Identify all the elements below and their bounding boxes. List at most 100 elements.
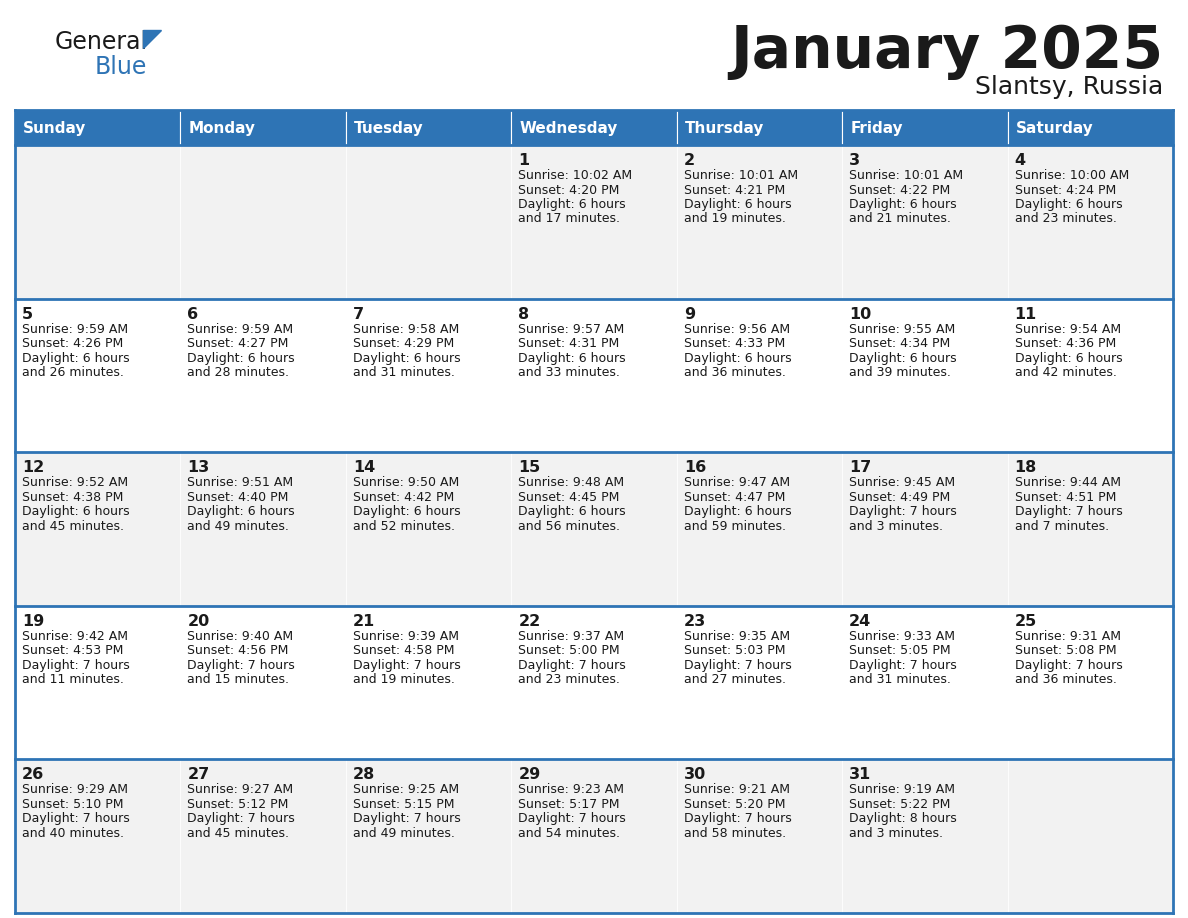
- Bar: [511, 110, 677, 145]
- Text: Sunrise: 9:25 AM: Sunrise: 9:25 AM: [353, 783, 459, 797]
- Text: Daylight: 6 hours: Daylight: 6 hours: [518, 352, 626, 364]
- Text: Daylight: 7 hours: Daylight: 7 hours: [188, 812, 295, 825]
- Text: and 56 minutes.: and 56 minutes.: [518, 520, 620, 532]
- Bar: [511, 298, 677, 453]
- Text: 10: 10: [849, 307, 871, 321]
- Text: Sunset: 5:05 PM: Sunset: 5:05 PM: [849, 644, 950, 657]
- Text: Sunset: 4:49 PM: Sunset: 4:49 PM: [849, 491, 950, 504]
- Bar: [181, 145, 346, 298]
- Text: Sunrise: 9:52 AM: Sunrise: 9:52 AM: [23, 476, 128, 489]
- Text: Sunrise: 9:48 AM: Sunrise: 9:48 AM: [518, 476, 625, 489]
- Bar: [677, 298, 842, 453]
- Text: and 52 minutes.: and 52 minutes.: [353, 520, 455, 532]
- Text: Daylight: 7 hours: Daylight: 7 hours: [849, 659, 956, 672]
- Text: and 26 minutes.: and 26 minutes.: [23, 366, 124, 379]
- Text: and 42 minutes.: and 42 minutes.: [1015, 366, 1117, 379]
- Text: and 31 minutes.: and 31 minutes.: [353, 366, 455, 379]
- Text: Sunrise: 9:21 AM: Sunrise: 9:21 AM: [684, 783, 790, 797]
- Text: and 49 minutes.: and 49 minutes.: [353, 827, 455, 840]
- Text: Daylight: 7 hours: Daylight: 7 hours: [684, 812, 791, 825]
- Text: Sunrise: 10:00 AM: Sunrise: 10:00 AM: [1015, 169, 1129, 182]
- Bar: [842, 606, 1007, 759]
- Bar: [1007, 453, 1173, 606]
- Bar: [1007, 606, 1173, 759]
- Text: Monday: Monday: [189, 121, 255, 136]
- Text: 12: 12: [23, 460, 44, 476]
- Text: and 36 minutes.: and 36 minutes.: [1015, 673, 1117, 687]
- Text: and 3 minutes.: and 3 minutes.: [849, 520, 943, 532]
- Text: 1: 1: [518, 153, 530, 168]
- Text: Daylight: 6 hours: Daylight: 6 hours: [23, 505, 129, 518]
- Text: and 33 minutes.: and 33 minutes.: [518, 366, 620, 379]
- Text: and 31 minutes.: and 31 minutes.: [849, 673, 952, 687]
- Text: Daylight: 7 hours: Daylight: 7 hours: [353, 812, 461, 825]
- Bar: [511, 145, 677, 298]
- Text: 14: 14: [353, 460, 375, 476]
- Text: and 45 minutes.: and 45 minutes.: [23, 520, 124, 532]
- Text: Sunrise: 9:47 AM: Sunrise: 9:47 AM: [684, 476, 790, 489]
- Bar: [842, 298, 1007, 453]
- Bar: [346, 110, 511, 145]
- Bar: [511, 759, 677, 913]
- Text: and 7 minutes.: and 7 minutes.: [1015, 520, 1108, 532]
- Text: Daylight: 7 hours: Daylight: 7 hours: [1015, 659, 1123, 672]
- Bar: [15, 110, 181, 145]
- Text: and 11 minutes.: and 11 minutes.: [23, 673, 124, 687]
- Text: 3: 3: [849, 153, 860, 168]
- Text: Daylight: 8 hours: Daylight: 8 hours: [849, 812, 956, 825]
- Text: Sunday: Sunday: [23, 121, 87, 136]
- Bar: [181, 606, 346, 759]
- Bar: [346, 145, 511, 298]
- Bar: [511, 453, 677, 606]
- Text: and 54 minutes.: and 54 minutes.: [518, 827, 620, 840]
- Text: Blue: Blue: [95, 55, 147, 79]
- Text: Sunset: 4:53 PM: Sunset: 4:53 PM: [23, 644, 124, 657]
- Text: 11: 11: [1015, 307, 1037, 321]
- Text: Sunset: 5:03 PM: Sunset: 5:03 PM: [684, 644, 785, 657]
- Text: 28: 28: [353, 767, 375, 782]
- Text: Sunset: 5:15 PM: Sunset: 5:15 PM: [353, 798, 454, 811]
- Text: Sunrise: 9:33 AM: Sunrise: 9:33 AM: [849, 630, 955, 643]
- Text: Sunrise: 10:01 AM: Sunrise: 10:01 AM: [849, 169, 963, 182]
- Text: 4: 4: [1015, 153, 1025, 168]
- Text: Sunset: 4:36 PM: Sunset: 4:36 PM: [1015, 337, 1116, 350]
- Text: Daylight: 6 hours: Daylight: 6 hours: [849, 352, 956, 364]
- Text: Daylight: 7 hours: Daylight: 7 hours: [518, 812, 626, 825]
- Bar: [511, 606, 677, 759]
- Text: Daylight: 6 hours: Daylight: 6 hours: [849, 198, 956, 211]
- Text: Friday: Friday: [851, 121, 903, 136]
- Text: Sunrise: 9:19 AM: Sunrise: 9:19 AM: [849, 783, 955, 797]
- Bar: [181, 453, 346, 606]
- Text: Daylight: 6 hours: Daylight: 6 hours: [684, 505, 791, 518]
- Text: Sunrise: 9:27 AM: Sunrise: 9:27 AM: [188, 783, 293, 797]
- Text: Sunset: 4:22 PM: Sunset: 4:22 PM: [849, 184, 950, 196]
- Text: Sunset: 4:33 PM: Sunset: 4:33 PM: [684, 337, 785, 350]
- Text: 22: 22: [518, 614, 541, 629]
- Bar: [346, 606, 511, 759]
- Text: Sunrise: 9:55 AM: Sunrise: 9:55 AM: [849, 322, 955, 336]
- Text: 31: 31: [849, 767, 871, 782]
- Text: 13: 13: [188, 460, 209, 476]
- Bar: [346, 453, 511, 606]
- Text: 5: 5: [23, 307, 33, 321]
- Bar: [677, 110, 842, 145]
- Text: and 15 minutes.: and 15 minutes.: [188, 673, 290, 687]
- Text: Sunrise: 9:45 AM: Sunrise: 9:45 AM: [849, 476, 955, 489]
- Text: and 58 minutes.: and 58 minutes.: [684, 827, 785, 840]
- Bar: [15, 145, 181, 298]
- Bar: [842, 110, 1007, 145]
- Text: 27: 27: [188, 767, 209, 782]
- Text: Daylight: 7 hours: Daylight: 7 hours: [188, 659, 295, 672]
- Text: 16: 16: [684, 460, 706, 476]
- Text: Sunset: 5:00 PM: Sunset: 5:00 PM: [518, 644, 620, 657]
- Bar: [15, 453, 181, 606]
- Text: General: General: [55, 30, 148, 54]
- Text: Sunset: 4:40 PM: Sunset: 4:40 PM: [188, 491, 289, 504]
- Text: Sunrise: 9:58 AM: Sunrise: 9:58 AM: [353, 322, 459, 336]
- Bar: [1007, 298, 1173, 453]
- Text: 30: 30: [684, 767, 706, 782]
- Text: Daylight: 7 hours: Daylight: 7 hours: [849, 505, 956, 518]
- Text: 20: 20: [188, 614, 209, 629]
- Text: and 23 minutes.: and 23 minutes.: [1015, 212, 1117, 226]
- Bar: [15, 759, 181, 913]
